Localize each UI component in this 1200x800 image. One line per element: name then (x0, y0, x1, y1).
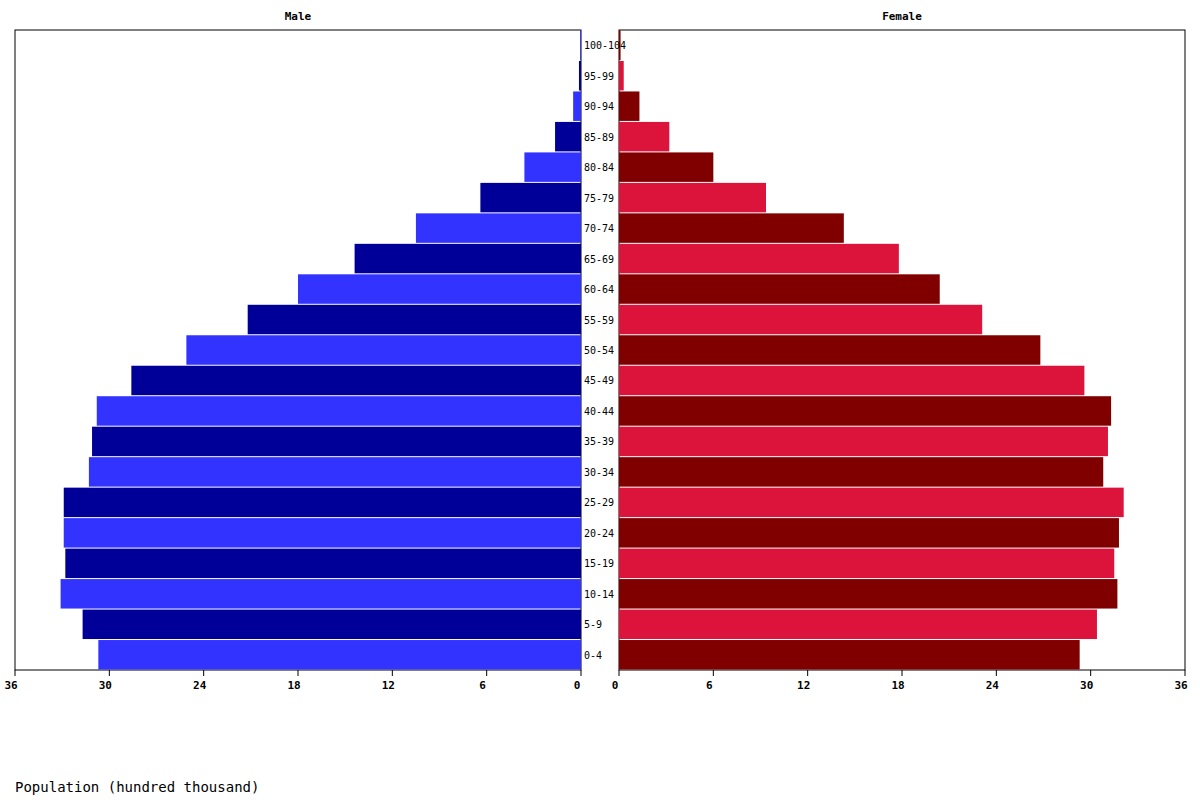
category-label: 55-59 (584, 315, 614, 326)
bar (619, 366, 1084, 395)
tick-label: 12 (382, 679, 395, 692)
tick-label: 24 (986, 679, 1000, 692)
tick (298, 670, 299, 676)
tick (203, 670, 204, 676)
tick (713, 670, 714, 676)
bar (131, 366, 581, 395)
tick-label: 30 (1080, 679, 1093, 692)
bar (619, 91, 639, 120)
tick-label: 18 (891, 679, 904, 692)
axis-label: Population (hundred thousand) (15, 779, 259, 795)
bar (619, 488, 1124, 517)
category-label: 5-9 (584, 619, 602, 630)
tick-label: 36 (4, 679, 18, 692)
bar (619, 610, 1097, 639)
category-label: 95-99 (584, 71, 614, 82)
panel-title: Male (285, 10, 312, 23)
category-label: 10-14 (584, 589, 614, 600)
bar (64, 488, 581, 517)
bar (89, 457, 581, 486)
category-label: 40-44 (584, 406, 614, 417)
tick (807, 670, 808, 676)
tick-label: 36 (1174, 679, 1188, 692)
bar (619, 274, 940, 303)
chart: Male 0 6 12 18 24 30 36 Female 0 6 12 18 24 30 36 0-4 5-9… (0, 0, 1200, 800)
bar (480, 183, 581, 212)
bar (186, 335, 581, 364)
bar (555, 122, 581, 151)
bar (619, 518, 1119, 547)
bar (61, 579, 581, 608)
tick (902, 670, 903, 676)
tick-label: 12 (797, 679, 810, 692)
bar (298, 274, 581, 303)
bar (619, 427, 1108, 456)
tick (1090, 670, 1091, 676)
tick (996, 670, 997, 676)
bar (619, 152, 713, 181)
category-label: 35-39 (584, 436, 614, 447)
bar (573, 91, 581, 120)
category-label: 80-84 (584, 162, 614, 173)
bar (619, 549, 1114, 578)
category-label: 50-54 (584, 345, 614, 356)
category-label: 100-104 (584, 40, 626, 51)
bar (619, 640, 1080, 669)
tick (392, 670, 393, 676)
bar (619, 457, 1103, 486)
tick (1185, 670, 1186, 676)
tick-label: 18 (287, 679, 300, 692)
bar (248, 305, 581, 334)
plot-frame (15, 30, 581, 670)
tick-label: 24 (193, 679, 207, 692)
tick (486, 670, 487, 676)
bars (61, 31, 581, 670)
category-label: 45-49 (584, 375, 614, 386)
bar (579, 61, 581, 90)
bar (619, 335, 1040, 364)
tick (15, 670, 16, 676)
category-label: 25-29 (584, 497, 614, 508)
bar (65, 549, 581, 578)
bar (619, 244, 899, 273)
category-label: 75-79 (584, 193, 614, 204)
category-label: 30-34 (584, 467, 614, 478)
plot-frame (619, 30, 1185, 670)
tick-label: 6 (479, 679, 486, 692)
category-label: 0-4 (584, 650, 602, 661)
bar (92, 427, 581, 456)
tick (581, 670, 582, 676)
bar (98, 640, 581, 669)
category-label: 85-89 (584, 132, 614, 143)
tick-label: 0 (612, 679, 619, 692)
bar (619, 61, 624, 90)
bars (619, 31, 1124, 670)
bar (97, 396, 581, 425)
category-label: 90-94 (584, 101, 614, 112)
bar (355, 244, 581, 273)
category-label: 65-69 (584, 254, 614, 265)
bar (619, 213, 844, 242)
bar (416, 213, 581, 242)
tick (109, 670, 110, 676)
bar (619, 183, 766, 212)
tick-label: 6 (706, 679, 713, 692)
tick (619, 670, 620, 676)
bar (83, 610, 581, 639)
panel-title: Female (882, 10, 922, 23)
bar (619, 305, 982, 334)
tick-label: 30 (99, 679, 112, 692)
category-label: 20-24 (584, 528, 614, 539)
category-label: 70-74 (584, 223, 614, 234)
bar (619, 579, 1117, 608)
bar (619, 396, 1111, 425)
bar (524, 152, 581, 181)
bar (580, 31, 581, 60)
bar (64, 518, 581, 547)
category-label: 60-64 (584, 284, 614, 295)
bar (619, 122, 669, 151)
category-label: 15-19 (584, 558, 614, 569)
tick-label: 0 (574, 679, 581, 692)
